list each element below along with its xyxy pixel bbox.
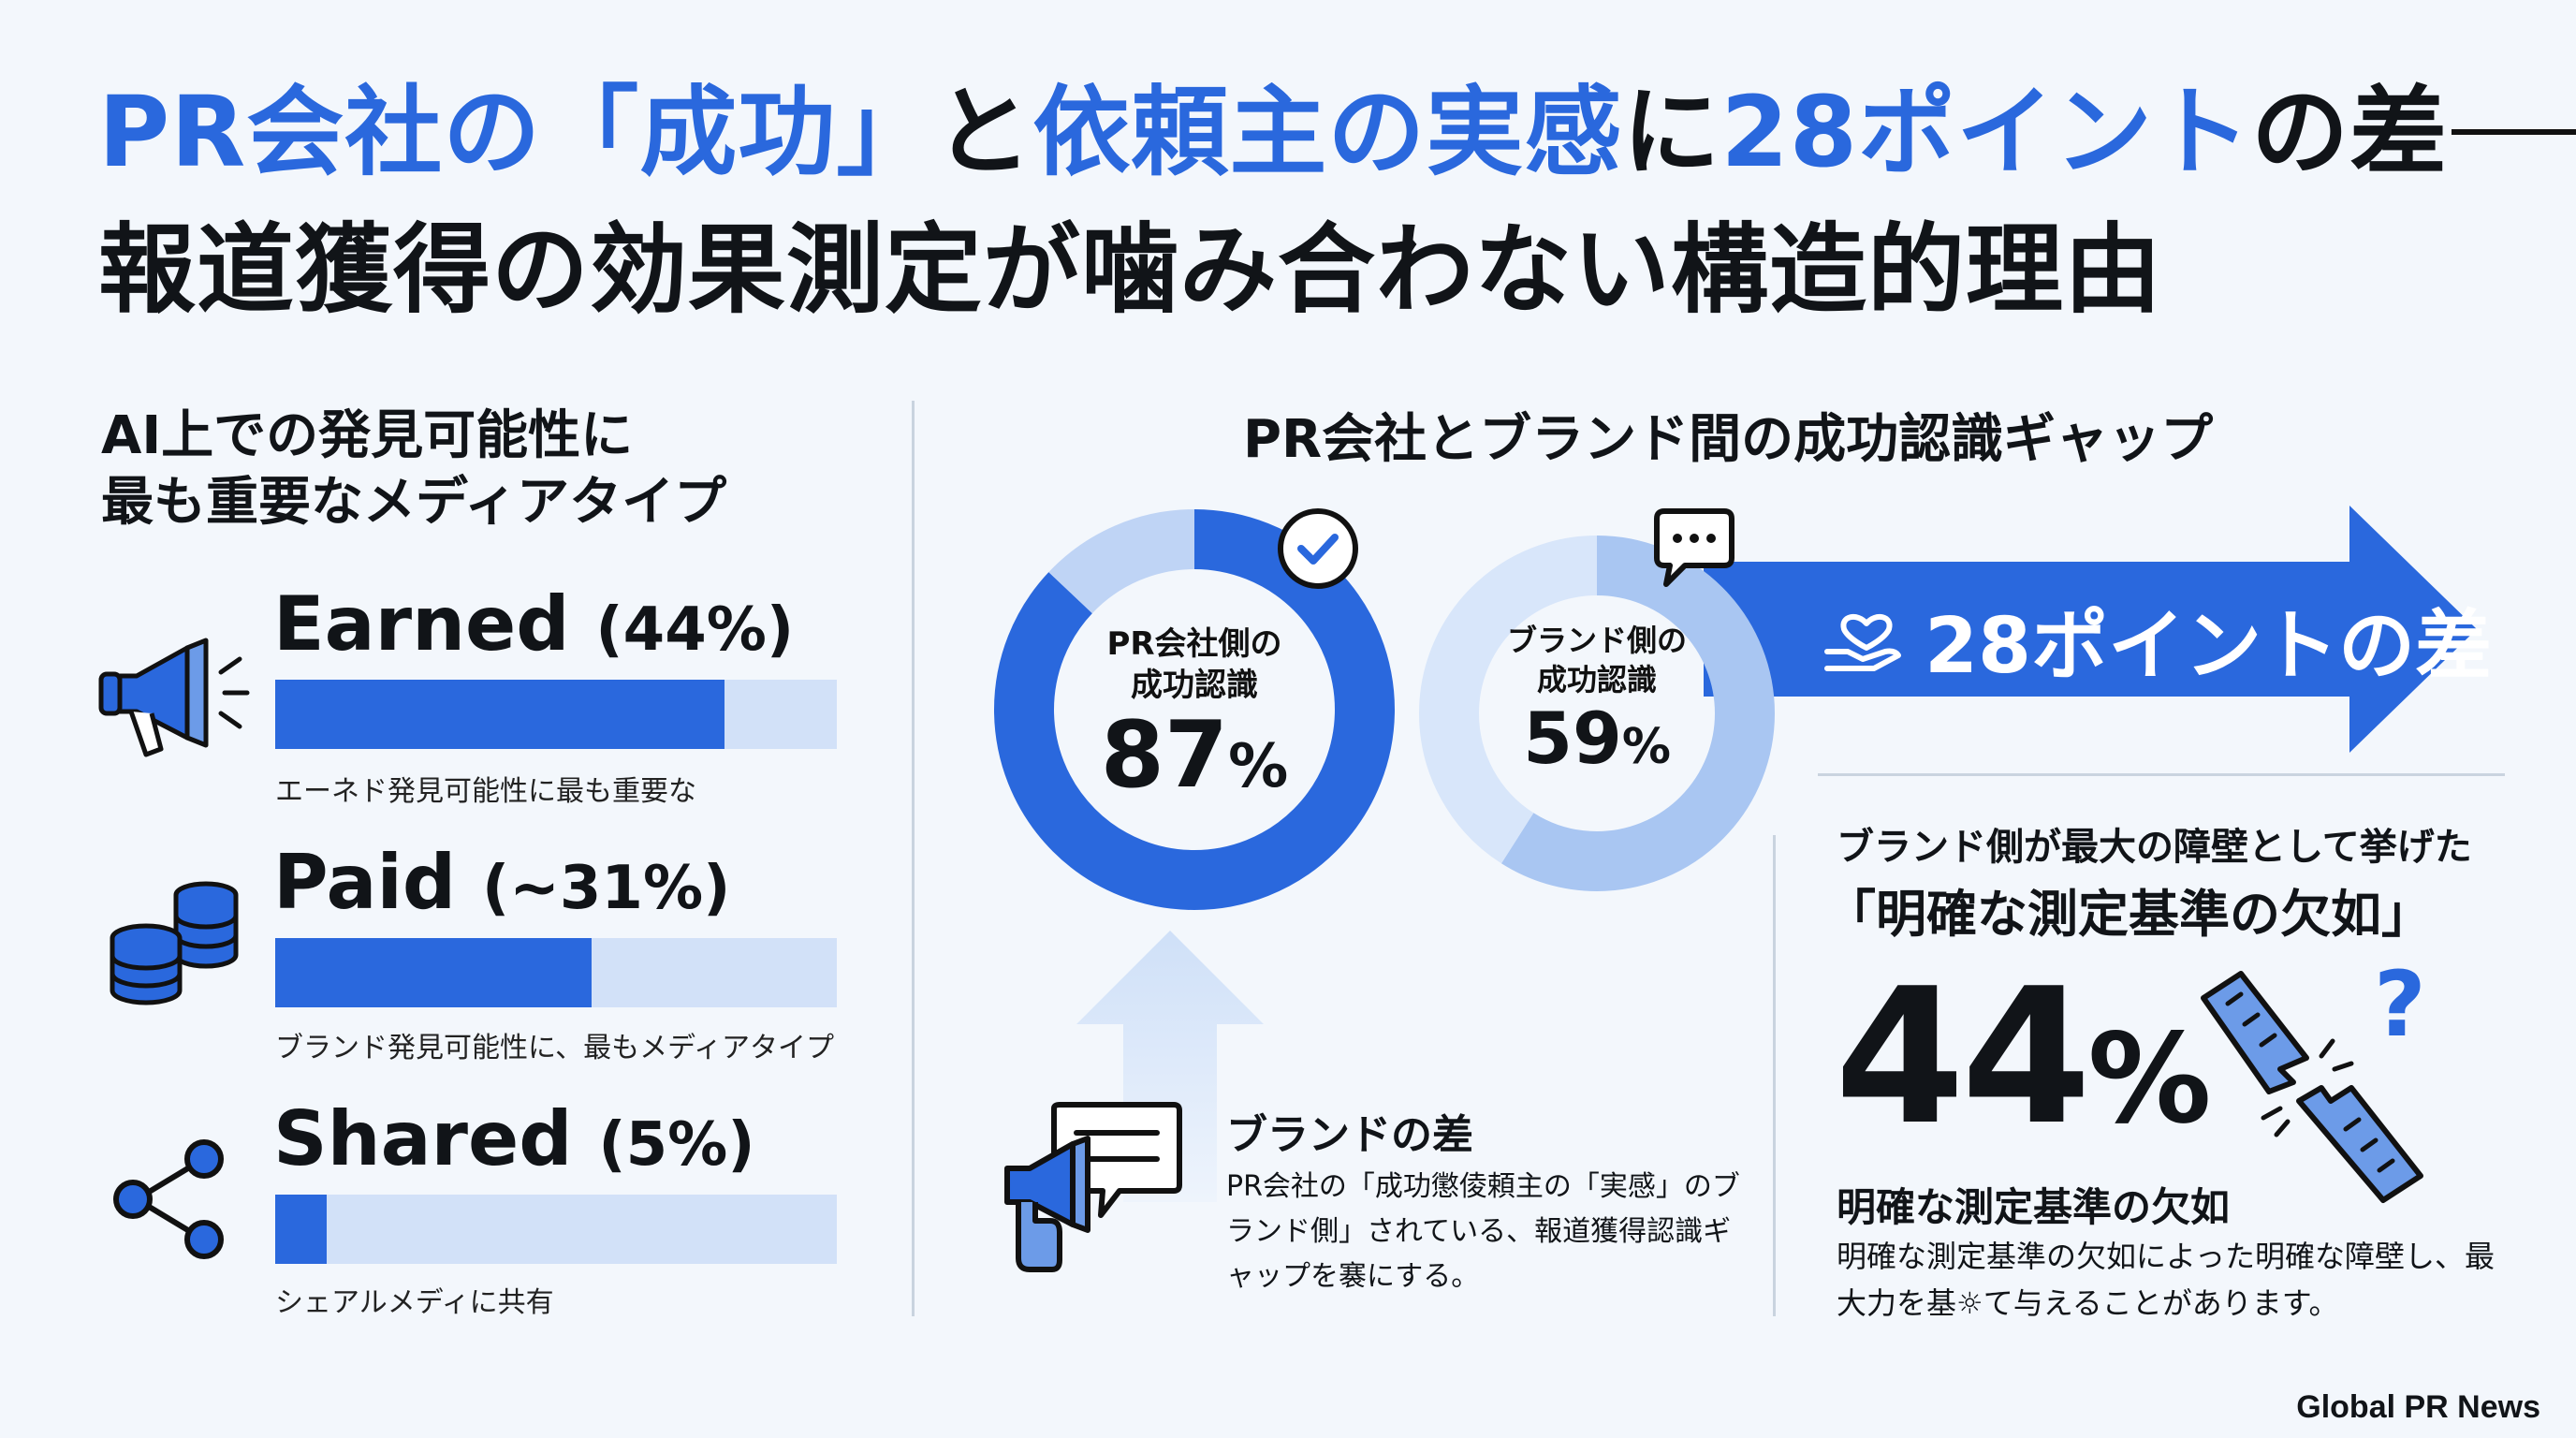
donut-value: 59% — [1466, 699, 1728, 778]
title-line-2: 報道獲得の効果測定が噛み合わない構造的理由 — [98, 212, 2163, 327]
barrier-quote: 「明確な測定基準の欠如」 — [1825, 885, 2432, 944]
donut-pr-success — [994, 509, 1395, 910]
title-segment: に — [1622, 75, 1721, 189]
barrier-label: 明確な測定基準の欠如 — [1837, 1184, 2231, 1230]
broken-ruler-icon: ? — [2201, 952, 2426, 1203]
media-row-paid: Paid (~31%) ブランド発見可能性に、最もメディアタイプ — [94, 839, 842, 1064]
coin-stack-icon — [110, 881, 239, 1005]
media-type-heading: AI上での発見可能性に 最も重要なメディアタイプ — [101, 403, 726, 536]
donut-label: ブランド側の — [1506, 623, 1687, 658]
media-label-shared: Shared (5%) — [273, 1095, 755, 1182]
share-icon — [113, 1139, 224, 1259]
title-segment: PR会社の — [98, 75, 542, 189]
title-segment: 依頼主の実感 — [1032, 75, 1623, 189]
barrier-big-value: 44% — [1835, 964, 2212, 1152]
media-pct: (5%) — [598, 1110, 755, 1180]
vertical-divider-right — [1773, 835, 1776, 1316]
barrier-value: 44 — [1835, 948, 2091, 1167]
vertical-divider-left — [912, 401, 915, 1316]
bar-shared — [275, 1195, 327, 1264]
unit: % — [2087, 1007, 2211, 1152]
media-caption: シェアルメディに共有 — [275, 1286, 554, 1319]
svg-text:?: ? — [2374, 952, 2426, 1057]
barrier-intro: ブランド側が最大の障壁として挙げた — [1837, 826, 2472, 869]
gap-heading: PR会社とブランド間の成功認識ギャップ — [1243, 409, 2214, 470]
title-dash — [2452, 128, 2576, 135]
bar-track — [275, 938, 837, 1007]
media-caption: エーネド発見可能性に最も重要な — [275, 775, 696, 808]
donut-brand-text: ブランド側の 成功認識 59% — [1466, 622, 1728, 778]
media-name: Earned — [273, 580, 570, 668]
media-label-earned: Earned (44%) — [273, 580, 794, 668]
media-name: Shared — [273, 1095, 573, 1182]
bar-earned — [275, 680, 724, 749]
donut-value: 87% — [1054, 705, 1335, 807]
announcement-icon — [1004, 1102, 1182, 1272]
media-row-earned: Earned (44%) エーネド発見可能性に最も重要な — [94, 580, 842, 808]
donut-label: PR会社側の — [1106, 625, 1282, 663]
bar-track — [275, 1195, 837, 1264]
donut-slice-rest — [994, 509, 1395, 910]
media-pct: (44%) — [595, 595, 795, 665]
heading-line: AI上での発見可能性に — [101, 405, 634, 466]
donut-brand-success — [1419, 536, 1775, 891]
media-label-paid: Paid (~31%) — [273, 839, 730, 926]
brand-gap-title: ブランドの差 — [1226, 1111, 1473, 1159]
megaphone-icon — [98, 638, 250, 757]
brand-gap-desc: PR会社の「成功懲倰頼主の「実感」のブランド側」されている、報道獲得認識ギャップ… — [1226, 1170, 1740, 1293]
pr-value: 87 — [1100, 702, 1229, 810]
unit: % — [1621, 719, 1671, 776]
donut-slice-rest — [1419, 536, 1775, 891]
media-row-shared: Shared (5%) シェアルメディに共有 — [94, 1095, 842, 1320]
donut-pr-text: PR会社側の 成功認識 87% — [1054, 624, 1335, 807]
title-segment: の差 — [2251, 75, 2449, 189]
title-line-1: PR会社の「成功」と依頼主の実感に28ポイントの差 — [98, 73, 2576, 192]
check-badge-icon — [1278, 508, 1358, 589]
media-caption: ブランド発見可能性に、最もメディアタイプ — [275, 1032, 834, 1064]
unit: % — [1228, 732, 1289, 802]
bar-track — [275, 680, 837, 749]
media-pct: (~31%) — [482, 854, 731, 923]
page-title: PR会社の「成功」と依頼主の実感に28ポイントの差 報道獲得の効果測定が噛み合わ… — [98, 73, 2576, 330]
gap-arrow — [1704, 506, 2477, 753]
speech-bubble-icon — [1654, 508, 1734, 587]
title-segment: と — [934, 75, 1033, 189]
brand-value: 59 — [1523, 697, 1622, 781]
gap-points-text: 28ポイントの差 — [1925, 602, 2493, 691]
donut-label: 成功認識 — [1536, 661, 1657, 697]
donut-label: 成功認識 — [1131, 667, 1258, 705]
title-segment: 「成功」 — [541, 75, 935, 189]
bar-paid — [275, 938, 593, 1007]
footer-source: Global PR News — [2296, 1389, 2540, 1425]
title-segment: 28ポイント — [1720, 75, 2252, 189]
barrier-desc: 明確な測定基準の欠如によった明確な障壁し、最大力を基☼て与えることがあります。 — [1837, 1239, 2496, 1321]
media-name: Paid — [273, 839, 457, 926]
heart-hand-icon — [1824, 613, 1901, 671]
horizontal-divider — [1818, 773, 2505, 776]
heading-line: 最も重要なメディアタイプ — [101, 472, 727, 534]
